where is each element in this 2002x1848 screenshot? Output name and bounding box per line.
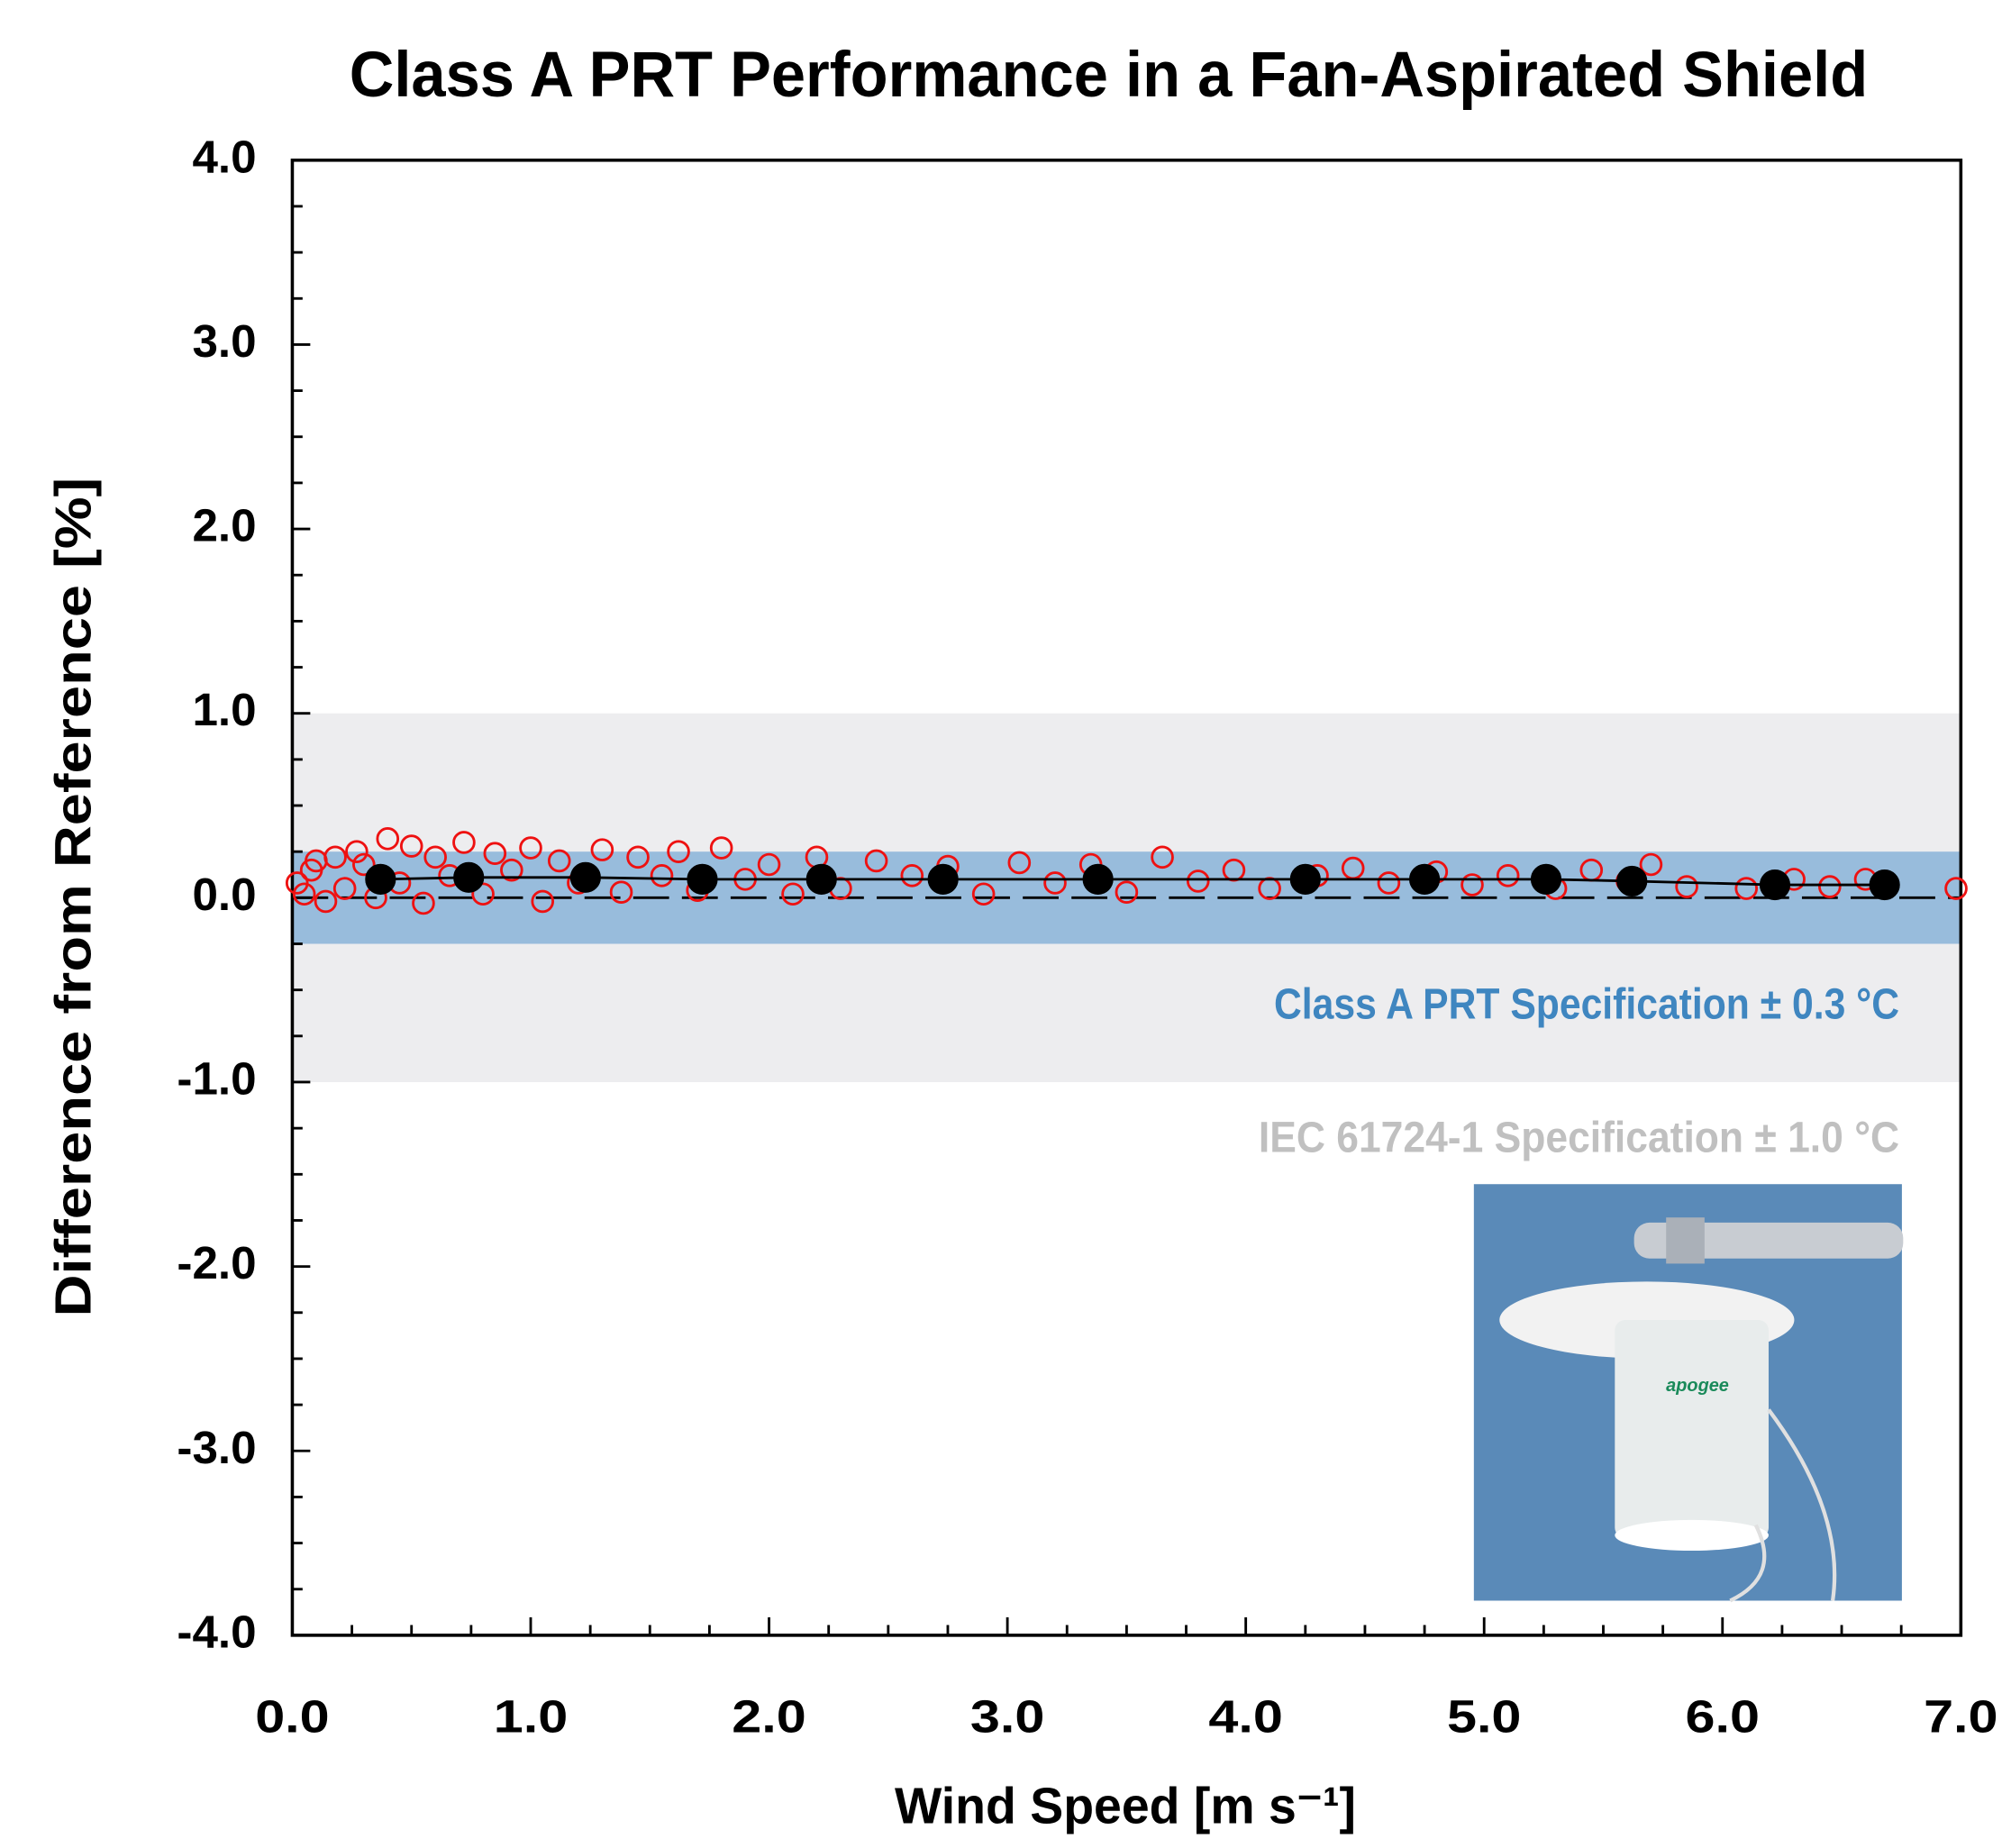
y-tick-label: -2.0 — [177, 1237, 256, 1288]
x-tick-label: 7.0 — [1924, 1690, 1997, 1742]
x-tick-label: 4.0 — [1208, 1690, 1282, 1742]
y-tick-label: 4.0 — [192, 131, 256, 182]
y-tick-label: -4.0 — [177, 1606, 256, 1657]
y-tick-label: 1.0 — [192, 684, 256, 735]
y-tick-label: -1.0 — [177, 1053, 256, 1105]
x-tick-label: 0.0 — [255, 1690, 329, 1742]
mean-point — [1870, 870, 1898, 898]
band-label: IEC 61724-1 Specification ± 1.0 °C — [1259, 1114, 1899, 1162]
mean-point — [1291, 865, 1319, 893]
mean-point — [455, 863, 483, 891]
y-tick-label: 0.0 — [192, 869, 256, 920]
mean-point — [367, 865, 395, 893]
mean-point — [1618, 867, 1646, 895]
y-tick-label: -3.0 — [177, 1422, 256, 1473]
x-axis-label: Wind Speed [m s⁻¹] — [895, 1777, 1356, 1834]
chart-title: Class A PRT Performance in a Fan-Aspirat… — [350, 40, 1868, 111]
svg-text:apogee: apogee — [1666, 1376, 1729, 1396]
y-tick-label: 2.0 — [192, 500, 256, 551]
x-tick-label: 1.0 — [494, 1690, 568, 1742]
mean-point — [1410, 865, 1438, 893]
mean-point — [1761, 870, 1788, 898]
chart: Class A PRT Performance in a Fan-Aspirat… — [0, 0, 2002, 1848]
x-tick-label: 3.0 — [970, 1690, 1044, 1742]
mean-point — [929, 865, 957, 893]
x-tick-label: 6.0 — [1686, 1690, 1760, 1742]
mean-point — [1084, 865, 1112, 893]
x-tick-label: 5.0 — [1447, 1690, 1521, 1742]
shield-photo: apogee — [1474, 1184, 1903, 1600]
x-tick-label: 2.0 — [732, 1690, 805, 1742]
mean-point — [807, 865, 835, 893]
band-label: Class A PRT Specification ± 0.3 °C — [1274, 980, 1899, 1029]
y-axis-label: Difference from Reference [%] — [45, 478, 103, 1317]
y-tick-label: 3.0 — [192, 315, 256, 367]
mean-point — [688, 865, 716, 893]
mean-point — [1532, 865, 1560, 893]
mean-point — [571, 863, 599, 891]
